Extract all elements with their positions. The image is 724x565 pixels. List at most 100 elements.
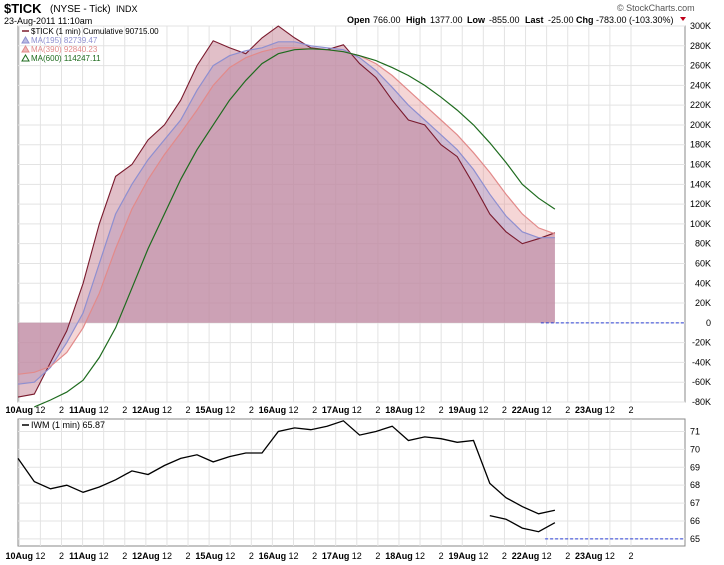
lower-grid bbox=[18, 419, 685, 546]
x-tick-label: 19Aug bbox=[448, 551, 476, 561]
tick-area bbox=[18, 26, 555, 398]
open-label: Open bbox=[347, 15, 370, 25]
main-y-tick-label: 80K bbox=[695, 239, 711, 249]
main-y-tick-label: 200K bbox=[690, 120, 711, 130]
main-y-tick-label: 240K bbox=[690, 80, 711, 90]
x-tick-label: 2 bbox=[628, 405, 633, 415]
x-tick-label: 2 bbox=[59, 551, 64, 561]
x-tick-label: 12 bbox=[288, 551, 298, 561]
main-y-tick-label: 260K bbox=[690, 61, 711, 71]
iwm-line-late bbox=[489, 514, 556, 533]
x-tick-label: 15Aug bbox=[195, 405, 223, 415]
x-tick-label: 2 bbox=[122, 405, 127, 415]
x-tick-label: 2 bbox=[59, 405, 64, 415]
x-tick-label: 12 bbox=[225, 551, 235, 561]
x-tick-label: 19Aug bbox=[448, 405, 476, 415]
x-tick-label: 2 bbox=[249, 405, 254, 415]
main-y-tick-label: 300K bbox=[690, 21, 711, 31]
x-tick-label: 18Aug bbox=[385, 551, 413, 561]
datetime-label: 23-Aug-2011 11:10am bbox=[4, 16, 92, 26]
x-tick-label: 2 bbox=[502, 405, 507, 415]
x-tick-label: 12 bbox=[162, 551, 172, 561]
x-tick-label: 2 bbox=[565, 551, 570, 561]
main-y-tick-label: -80K bbox=[692, 397, 711, 407]
high-value: 1377.00 bbox=[430, 15, 463, 25]
main-y-tick-label: 40K bbox=[695, 278, 711, 288]
x-tick-label: 12 bbox=[352, 551, 362, 561]
low-label: Low bbox=[467, 15, 486, 25]
x-tick-label: 2 bbox=[565, 405, 570, 415]
main-y-tick-label: 100K bbox=[690, 219, 711, 229]
lower-legend: IWM (1 min) 65.87 bbox=[22, 420, 105, 430]
last-value: -25.00 bbox=[548, 15, 574, 25]
x-tick-label: 11Aug bbox=[69, 551, 96, 561]
x-tick-label: 17Aug bbox=[322, 405, 350, 415]
chg-value: -783.00 (-103.30%) bbox=[596, 15, 674, 25]
legend-label: IWM (1 min) 65.87 bbox=[31, 420, 105, 430]
symbol-title: $TICK bbox=[4, 1, 42, 16]
lower-y-tick-label: 68 bbox=[690, 480, 700, 490]
x-tick-label: 12 bbox=[415, 405, 425, 415]
main-panel: 300K 280K 260K 240K 220K 200K 180K 160K 140K 120K… bbox=[17, 21, 711, 408]
x-tick-label: 12 bbox=[35, 405, 45, 415]
x-tick-label: 12 bbox=[99, 551, 109, 561]
legend-swatch bbox=[21, 36, 30, 44]
index-tag: INDX bbox=[116, 4, 138, 14]
low-value: -855.00 bbox=[489, 15, 520, 25]
lower-y-tick-label: 67 bbox=[690, 498, 700, 508]
x-tick-label: 2 bbox=[122, 551, 127, 561]
ma390-line bbox=[17, 47, 556, 375]
open-value: 766.00 bbox=[373, 15, 401, 25]
x-tick-label: 18Aug bbox=[385, 405, 413, 415]
x-tick-label: 12 bbox=[605, 551, 615, 561]
exchange-label: (NYSE - Tick) bbox=[50, 4, 111, 15]
lower-plot-frame bbox=[17, 418, 686, 547]
x-tick-label: 12Aug bbox=[132, 405, 160, 415]
main-fills bbox=[18, 26, 555, 398]
main-y-tick-label: -20K bbox=[692, 338, 711, 348]
x-tick-label: 10Aug bbox=[6, 405, 34, 415]
main-y-tick-label: 180K bbox=[690, 140, 711, 150]
lower-lines bbox=[17, 420, 685, 540]
iwm-line bbox=[17, 420, 556, 515]
ma195-line bbox=[17, 41, 555, 385]
legend-swatch bbox=[21, 54, 30, 62]
x-tick-label: 2 bbox=[312, 405, 317, 415]
last-label: Last bbox=[525, 15, 544, 25]
x-tick-label: 2 bbox=[375, 551, 380, 561]
x-tick-label: 12 bbox=[542, 405, 552, 415]
main-legend: $TICK (1 min) Cumulative 90715.00MA(195)… bbox=[21, 27, 159, 63]
main-y-tick-label: 220K bbox=[690, 100, 711, 110]
lower-x-axis: 10Aug 12 2 11Aug 12 2 12Aug 12 2 15Aug 12 2 16Aug 12 2… bbox=[6, 551, 634, 561]
x-tick-label: 2 bbox=[502, 551, 507, 561]
x-tick-label: 17Aug bbox=[322, 551, 350, 561]
x-tick-label: 11Aug bbox=[69, 405, 96, 415]
lower-y-tick-label: 70 bbox=[690, 444, 700, 454]
main-y-tick-label: -40K bbox=[692, 357, 711, 367]
x-tick-label: 2 bbox=[439, 551, 444, 561]
main-y-tick-label: 160K bbox=[690, 160, 711, 170]
main-lines bbox=[17, 25, 685, 408]
x-tick-label: 2 bbox=[186, 405, 191, 415]
high-label: High bbox=[406, 15, 426, 25]
x-tick-label: 12 bbox=[162, 405, 172, 415]
ma600-line bbox=[34, 48, 556, 408]
lower-y-tick-label: 66 bbox=[690, 516, 700, 526]
chg-label: Chg bbox=[576, 15, 594, 25]
x-tick-label: 12 bbox=[542, 551, 552, 561]
main-y-tick-label: 120K bbox=[690, 199, 711, 209]
x-tick-label: 2 bbox=[375, 405, 380, 415]
main-y-tick-label: 60K bbox=[695, 258, 711, 268]
x-tick-label: 2 bbox=[249, 551, 254, 561]
x-tick-label: 12 bbox=[478, 405, 488, 415]
x-tick-label: 2 bbox=[312, 551, 317, 561]
main-y-axis: 300K 280K 260K 240K 220K 200K 180K 160K 140K 120K… bbox=[690, 21, 711, 407]
lower-y-tick-label: 69 bbox=[690, 462, 700, 472]
x-tick-label: 12 bbox=[478, 551, 488, 561]
x-tick-label: 12 bbox=[605, 405, 615, 415]
x-tick-label: 12Aug bbox=[132, 551, 160, 561]
x-tick-label: 12 bbox=[352, 405, 362, 415]
down-arrow-icon bbox=[680, 17, 686, 21]
x-tick-label: 10Aug bbox=[6, 551, 34, 561]
legend-label: $TICK (1 min) Cumulative 90715.00 bbox=[31, 27, 159, 36]
